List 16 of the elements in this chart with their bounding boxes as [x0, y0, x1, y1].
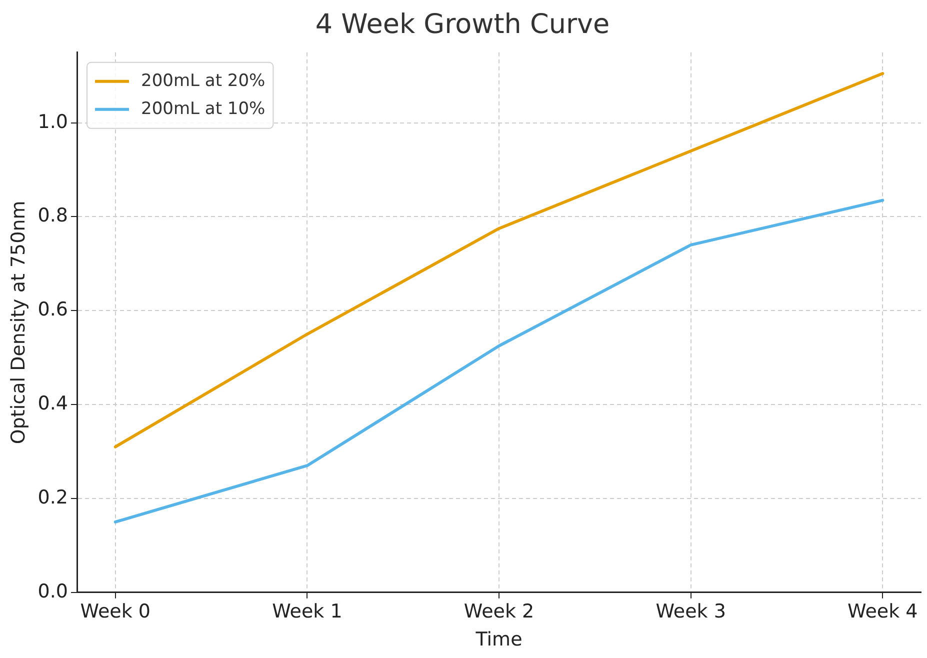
y-tick-label: 0.0 — [38, 580, 68, 602]
y-tick-label: 0.6 — [38, 298, 68, 321]
y-tick-label: 1.0 — [38, 110, 68, 133]
y-tick-label: 0.2 — [38, 486, 68, 508]
x-tick-label: Week 3 — [656, 600, 726, 623]
x-tick-label: Week 4 — [848, 600, 918, 623]
legend-label: 200mL at 20% — [141, 70, 266, 91]
x-axis-title: Time — [474, 628, 522, 651]
x-tick-label: Week 2 — [464, 600, 534, 623]
y-tick-label: 0.8 — [38, 204, 68, 227]
legend-label: 200mL at 10% — [141, 98, 266, 119]
chart-title: 4 Week Growth Curve — [315, 9, 610, 40]
x-tick-label: Week 1 — [272, 600, 342, 623]
y-axis-title: Optical Density at 750nm — [7, 200, 30, 444]
x-tick-label: Week 0 — [80, 600, 150, 623]
y-tick-label: 0.4 — [38, 392, 68, 415]
